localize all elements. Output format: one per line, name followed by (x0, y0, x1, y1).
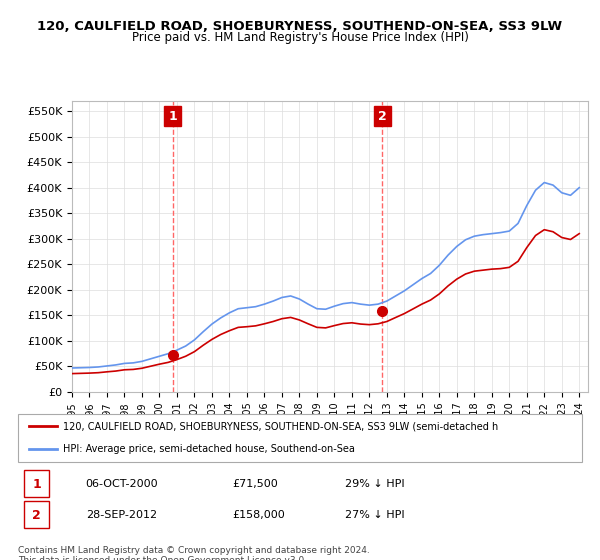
Text: HPI: Average price, semi-detached house, Southend-on-Sea: HPI: Average price, semi-detached house,… (63, 444, 355, 454)
Text: 120, CAULFIELD ROAD, SHOEBURYNESS, SOUTHEND-ON-SEA, SS3 9LW (semi-detached h: 120, CAULFIELD ROAD, SHOEBURYNESS, SOUTH… (63, 421, 499, 431)
Text: £71,500: £71,500 (232, 479, 278, 489)
Text: 29% ↓ HPI: 29% ↓ HPI (345, 479, 405, 489)
FancyBboxPatch shape (18, 414, 582, 462)
Text: Price paid vs. HM Land Registry's House Price Index (HPI): Price paid vs. HM Land Registry's House … (131, 31, 469, 44)
Text: 120, CAULFIELD ROAD, SHOEBURYNESS, SOUTHEND-ON-SEA, SS3 9LW: 120, CAULFIELD ROAD, SHOEBURYNESS, SOUTH… (37, 20, 563, 32)
Text: 28-SEP-2012: 28-SEP-2012 (86, 510, 157, 520)
Text: 2: 2 (378, 110, 387, 123)
FancyBboxPatch shape (23, 501, 49, 528)
Text: 2: 2 (32, 508, 41, 522)
Text: 1: 1 (168, 110, 177, 123)
Text: 1: 1 (32, 478, 41, 491)
Text: 27% ↓ HPI: 27% ↓ HPI (345, 510, 405, 520)
Text: 06-OCT-2000: 06-OCT-2000 (86, 479, 158, 489)
Text: £158,000: £158,000 (232, 510, 285, 520)
Text: Contains HM Land Registry data © Crown copyright and database right 2024.
This d: Contains HM Land Registry data © Crown c… (18, 546, 370, 560)
FancyBboxPatch shape (23, 470, 49, 497)
